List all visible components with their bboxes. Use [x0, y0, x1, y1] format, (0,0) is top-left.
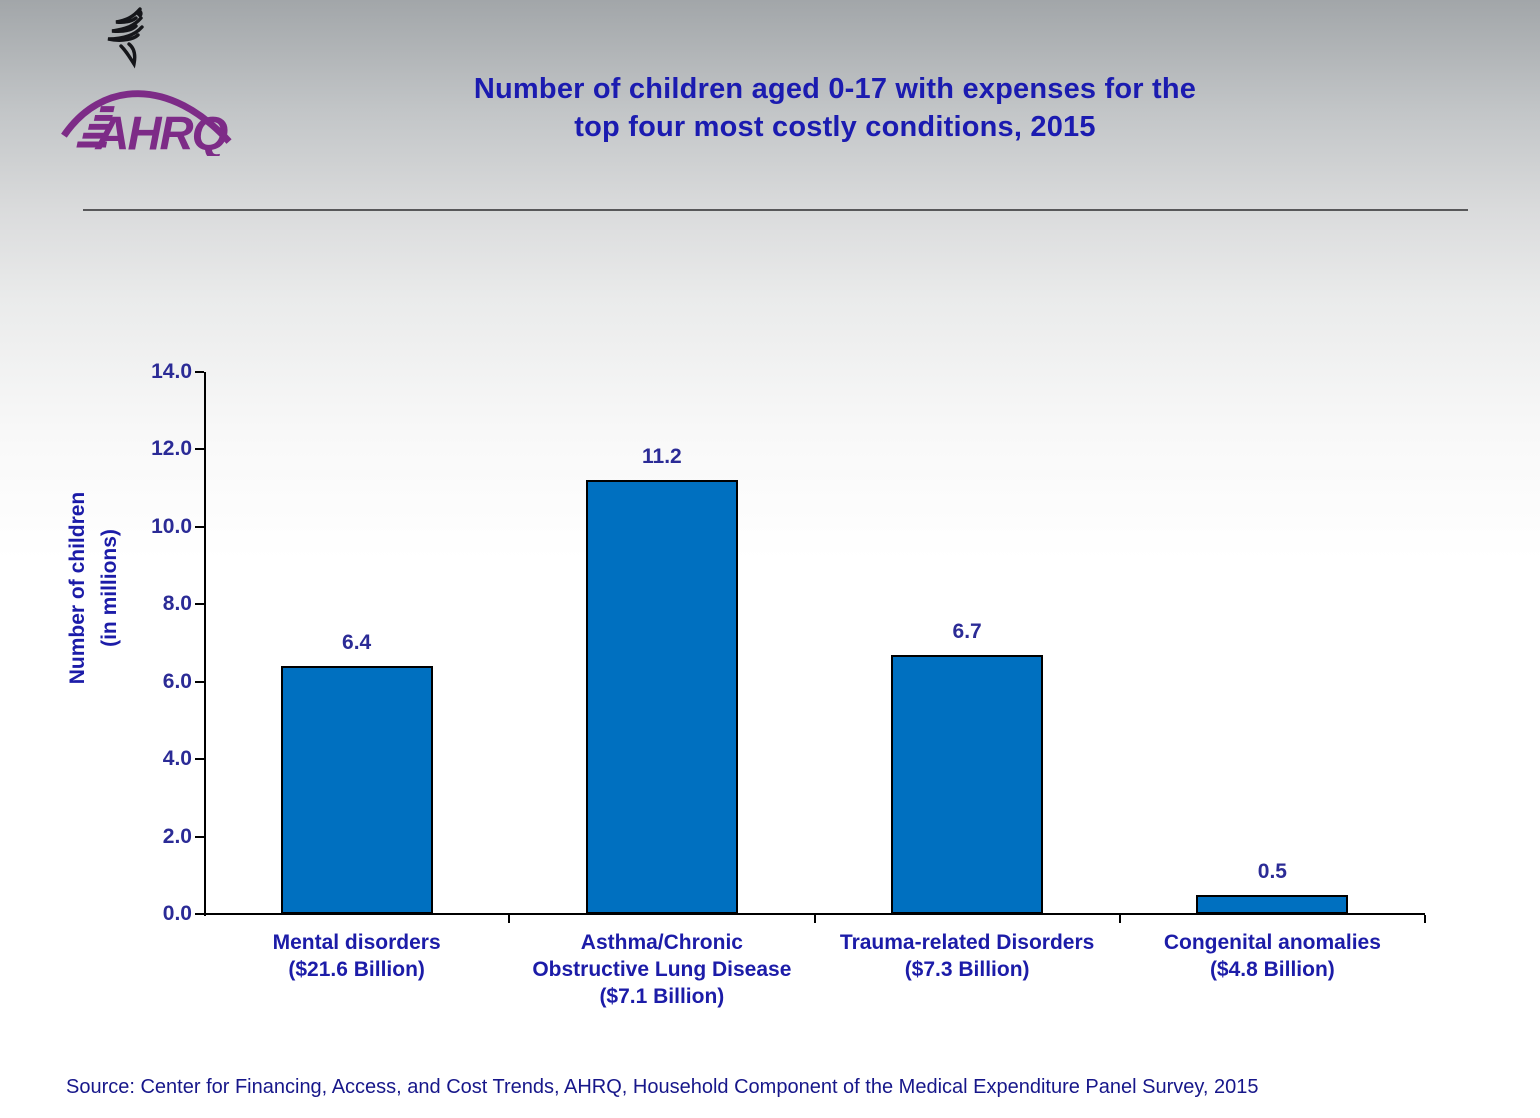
y-axis-line	[204, 372, 206, 916]
category-label-line: ($21.6 Billion)	[288, 958, 425, 981]
y-axis-tick	[195, 525, 204, 528]
y-axis-tick-label: 12.0	[151, 437, 192, 461]
ahrq-logo-arc	[61, 90, 232, 144]
y-axis-tick-label: 10.0	[151, 514, 192, 538]
y-axis-tick-label: 6.0	[162, 669, 192, 693]
bar-value-label: 0.5	[1257, 859, 1287, 883]
y-axis-tick	[195, 758, 204, 761]
category-label: Mental disorders ($21.6 Billion)	[202, 929, 512, 983]
y-axis-tick	[195, 913, 204, 915]
page-title: Number of children aged 0-17 with expens…	[370, 70, 1300, 146]
category-label-line: Asthma/Chronic	[580, 931, 743, 954]
bar	[891, 654, 1044, 914]
y-axis-tick-label: 14.0	[151, 360, 192, 383]
category-label-line: ($4.8 Billion)	[1209, 958, 1335, 981]
hhs-eagle-icon	[107, 7, 144, 69]
y-axis-tick	[195, 603, 204, 606]
category-label-line: Obstructive Lung Disease	[532, 958, 792, 981]
bar	[585, 480, 738, 914]
y-axis-tick	[195, 371, 204, 373]
y-axis-tick-label: 8.0	[162, 592, 192, 616]
source-note: Source: Center for Financing, Access, an…	[66, 1076, 1259, 1098]
category-label-line: ($7.3 Billion)	[904, 958, 1030, 981]
x-axis-tick	[1424, 915, 1426, 923]
x-axis-tick	[813, 915, 816, 923]
category-label-line: Trauma-related Disorders	[839, 931, 1095, 954]
category-label-line: Mental disorders	[272, 931, 441, 954]
y-axis-tick-label: 0.0	[162, 902, 192, 925]
bar-value-label: 6.4	[342, 631, 372, 655]
category-label: Trauma-related Disorders ($7.3 Billion)	[812, 929, 1122, 983]
bar	[1196, 894, 1349, 914]
x-axis-tick	[1118, 915, 1121, 923]
x-axis-tick	[508, 915, 511, 923]
y-axis-tick-label: 2.0	[162, 824, 192, 848]
category-label: Asthma/Chronic Obstructive Lung Disease ($…	[507, 929, 817, 1010]
separator-line	[83, 209, 1468, 211]
y-axis-tick	[195, 835, 204, 838]
bar-value-label: 11.2	[642, 445, 682, 469]
bar-value-label: 6.7	[952, 619, 982, 643]
page-title-line1: Number of children aged 0-17 with expens…	[473, 73, 1197, 105]
y-axis-tick	[195, 680, 204, 683]
category-label-line: ($7.1 Billion)	[599, 985, 725, 1008]
y-axis-title-line1: Number of children	[66, 491, 89, 685]
page-title-line2: top four most costly conditions, 2015	[574, 111, 1096, 143]
ahrq-logo-text: AHRQ	[94, 106, 227, 156]
category-label: Congenital anomalies ($4.8 Billion)	[1117, 929, 1427, 983]
category-label-line: Congenital anomalies	[1163, 931, 1381, 954]
x-axis-line	[204, 913, 1425, 915]
ahrq-logo: AHRQ	[61, 90, 232, 156]
bar	[280, 666, 433, 914]
y-axis-tick	[195, 448, 204, 451]
y-axis-tick-label: 4.0	[162, 747, 192, 771]
